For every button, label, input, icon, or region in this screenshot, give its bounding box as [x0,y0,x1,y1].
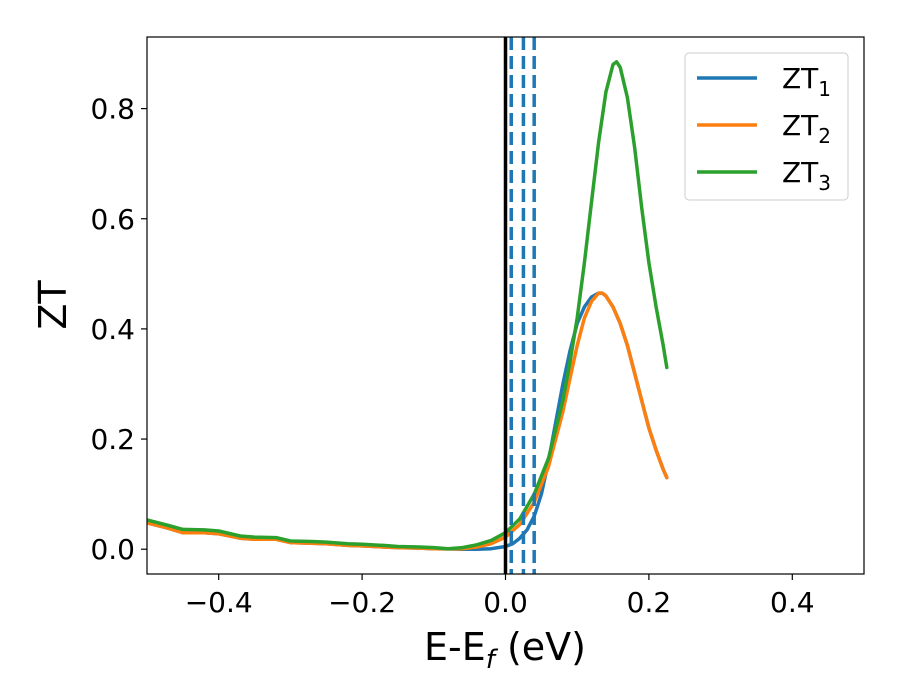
legend-label-3: ZT3 [782,156,831,195]
y-tick-label: 0.2 [90,423,135,456]
x-axis-label-main: E-E [424,625,486,669]
x-tick-label: 0.2 [627,586,672,619]
x-tick-label: 0.0 [483,586,528,619]
x-axis-label: E-Ef (eV) [424,625,586,675]
legend-box [684,52,849,201]
series-line-3 [147,60,669,551]
x-tick-label: 0.4 [770,586,815,619]
x-tick-label: −0.4 [185,586,253,619]
y-tick-label: 0.4 [90,313,135,346]
x-axis: −0.4 −0.2 0.0 0.2 0.4 [185,574,815,619]
plot-area [147,37,669,574]
legend-label-2: ZT2 [782,109,831,148]
x-tick-label: −0.2 [328,586,396,619]
y-axis-label: ZT [31,280,75,330]
legend-entries: ZT1 ZT2 ZT3 [697,62,831,195]
y-tick-label: 0.8 [90,93,135,126]
y-tick-label: 0.6 [90,203,135,236]
series-line-2 [147,291,669,551]
y-axis: 0.0 0.2 0.4 0.6 0.8 [90,93,147,566]
x-axis-label-unit: (eV) [495,625,586,669]
legend: ZT1 ZT2 ZT3 [684,52,849,201]
legend-label-1: ZT1 [782,62,831,101]
y-tick-label: 0.0 [90,533,135,566]
